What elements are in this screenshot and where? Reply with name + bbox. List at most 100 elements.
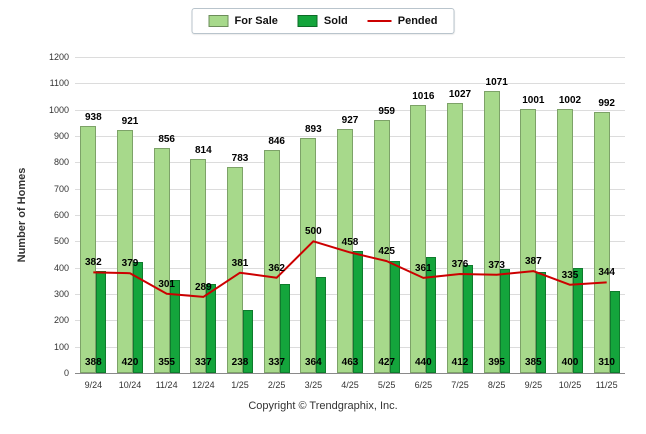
x-tick-label: 5/25: [377, 380, 396, 390]
pended-value-label: 301: [158, 278, 175, 290]
pended-value-label: 289: [194, 281, 212, 293]
for-sale-value-label: 893: [304, 123, 322, 135]
pended-line: [93, 240, 607, 298]
y-tick-label: 200: [53, 315, 69, 326]
pended-value-label: 373: [488, 259, 505, 271]
sold-value-label: 440: [414, 357, 432, 368]
legend-item-for-sale: For Sale: [208, 15, 278, 27]
gridline: [75, 57, 625, 58]
y-axis-title: Number of Homes: [16, 167, 28, 263]
sold-value-label: 427: [378, 357, 395, 368]
pended-value-label: 425: [378, 246, 395, 258]
bar-sold: [243, 310, 253, 373]
y-tick-label: 800: [53, 157, 69, 168]
x-tick-label: 10/24: [118, 380, 142, 390]
bar-for-sale: [447, 102, 463, 373]
sold-value-label: 388: [84, 357, 102, 368]
x-tick-label: 1/25: [231, 380, 249, 390]
bar-swatch-icon: [297, 15, 318, 27]
bar-for-sale: [300, 137, 317, 373]
y-tick-label: 400: [53, 262, 69, 273]
bar-for-sale: [227, 166, 243, 373]
legend: For Sale Sold Pended: [191, 8, 455, 34]
for-sale-value-label: 814: [194, 144, 212, 156]
x-tick-label: 9/25: [524, 380, 543, 390]
pended-value-label: 387: [524, 256, 542, 268]
x-axis-line: [75, 373, 625, 374]
sold-value-label: 385: [524, 357, 542, 368]
gridline: [75, 83, 625, 85]
bar-sold: [426, 257, 437, 373]
x-tick-label: 2/25: [267, 380, 286, 390]
x-tick-label: 10/25: [558, 380, 582, 390]
for-sale-value-label: 846: [268, 136, 285, 148]
bar-sold: [609, 291, 620, 373]
legend-label: Sold: [323, 15, 348, 27]
bar-for-sale: [557, 109, 573, 373]
x-tick-label: 7/25: [451, 380, 469, 390]
x-tick-label: 11/25: [595, 380, 618, 390]
for-sale-value-label: 1016: [412, 91, 435, 103]
bar-for-sale: [593, 111, 610, 373]
bar-sold: [463, 264, 473, 373]
pended-value-label: 335: [561, 269, 579, 281]
bar-sold: [133, 262, 143, 373]
y-tick-label: 700: [53, 183, 69, 194]
sold-value-label: 395: [488, 357, 505, 368]
sold-value-label: 355: [158, 357, 175, 368]
for-sale-value-label: 959: [378, 106, 395, 118]
bar-sold: [96, 270, 107, 373]
for-sale-value-label: 938: [84, 111, 102, 123]
sold-value-label: 337: [194, 357, 212, 368]
bar-for-sale: [263, 150, 280, 373]
sold-value-label: 412: [451, 357, 469, 368]
for-sale-value-label: 921: [121, 116, 139, 128]
pended-value-label: 381: [231, 257, 249, 269]
sold-value-label: 364: [304, 357, 322, 368]
x-tick-label: 4/25: [341, 380, 359, 390]
bar-sold: [169, 279, 180, 373]
pended-value-label: 379: [121, 258, 139, 270]
y-tick-label: 1000: [48, 104, 69, 115]
for-sale-value-label: 783: [231, 152, 249, 164]
sold-value-label: 337: [268, 357, 285, 368]
for-sale-value-label: 856: [158, 133, 175, 145]
pended-value-label: 376: [451, 258, 469, 270]
y-tick-label: 900: [53, 131, 69, 141]
bar-for-sale: [483, 90, 500, 373]
y-tick-label: 100: [53, 341, 69, 352]
pended-value-label: 500: [304, 226, 322, 238]
y-tick-label: 0: [63, 368, 69, 378]
pended-value-label: 361: [414, 262, 432, 274]
bar-sold: [279, 284, 290, 373]
pended-value-label: 458: [341, 237, 359, 249]
sold-value-label: 400: [561, 357, 579, 368]
sold-value-label: 238: [231, 357, 249, 368]
bar-for-sale: [153, 147, 170, 373]
bar-sold: [353, 251, 363, 373]
bar-for-sale: [373, 120, 390, 373]
y-tick-label: 500: [53, 236, 69, 247]
bar-for-sale: [410, 105, 427, 373]
bar-sold: [499, 268, 510, 373]
y-tick-label: 1200: [48, 52, 69, 62]
x-tick-label: 8/25: [487, 380, 506, 390]
for-sale-value-label: 927: [341, 114, 359, 126]
bar-for-sale: [520, 109, 537, 373]
sold-value-label: 463: [341, 357, 359, 368]
line-swatch-icon: [367, 20, 392, 22]
for-sale-value-label: 1027: [448, 88, 472, 100]
bar-sold: [536, 271, 547, 373]
for-sale-value-label: 1002: [558, 95, 582, 107]
legend-label: For Sale: [234, 15, 278, 27]
copyright-text: Copyright © Trendgraphix, Inc.: [248, 400, 398, 412]
bar-sold: [573, 267, 583, 373]
legend-item-pended: Pended: [367, 15, 437, 27]
y-tick-label: 1100: [49, 78, 69, 89]
pended-value-label: 382: [84, 257, 102, 269]
for-sale-value-label: 1001: [522, 95, 545, 107]
gridline: [75, 109, 625, 111]
bar-sold: [206, 284, 217, 373]
bar-for-sale: [117, 130, 133, 373]
